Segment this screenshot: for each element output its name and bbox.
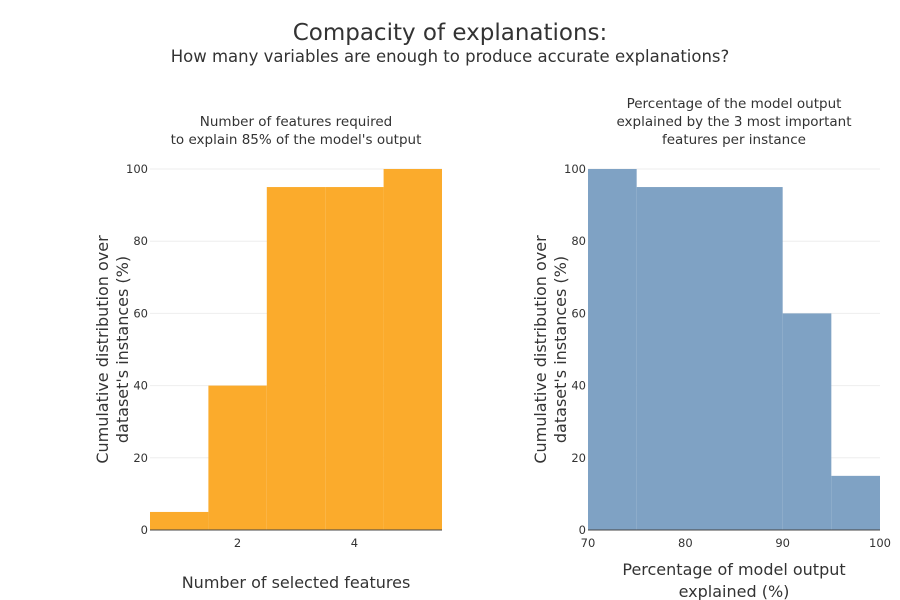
bar — [831, 475, 880, 530]
y-tick-label: 100 — [126, 162, 148, 176]
x-tick-label: 4 — [351, 536, 358, 550]
chart-title-line: to explain 85% of the model's output — [171, 132, 422, 148]
chart-panel-1: 0 20 40 60 80 100 2 4 Number of features require… — [93, 114, 442, 592]
x-axis-title-line: Number of selected features — [182, 573, 411, 592]
y-axis-title: Cumulative distribution overdataset's in… — [531, 235, 570, 464]
chart-title-line: explained by the 3 most important — [616, 114, 851, 130]
y-tick-label: 100 — [564, 162, 586, 176]
bar — [636, 187, 783, 531]
bar — [588, 169, 637, 530]
figure-subtitle: How many variables are enough to produce… — [171, 47, 730, 66]
y-tick-label: 60 — [571, 306, 586, 320]
y-axis-title-line: dataset's instances (%) — [551, 256, 570, 443]
x-tick-label: 80 — [678, 536, 693, 550]
chart-title-line: Percentage of the model output — [627, 96, 842, 112]
bar — [782, 313, 832, 530]
x-tick-label: 100 — [869, 536, 891, 550]
y-tick-label: 40 — [133, 379, 148, 393]
chart-title: Percentage of the model output explained … — [616, 96, 851, 148]
y-tick-label: 60 — [133, 306, 148, 320]
y-tick-label: 20 — [571, 451, 586, 465]
x-axis-title: Number of selected features — [182, 573, 411, 592]
chart-panel-2: 0 20 40 60 80 100 70 80 90 100 Percentage of the m… — [531, 96, 891, 600]
y-tick-label: 80 — [133, 234, 148, 248]
y-tick-label: 0 — [141, 523, 148, 537]
y-tick-label: 80 — [571, 234, 586, 248]
bar — [383, 169, 442, 530]
x-tick-label: 2 — [234, 536, 241, 550]
x-axis-title: Percentage of model output explained (%) — [622, 560, 845, 600]
y-axis-title-line: Cumulative distribution over — [93, 235, 112, 464]
x-tick-label: 90 — [775, 536, 790, 550]
x-axis-title-line: explained (%) — [679, 582, 790, 600]
chart-title-line: features per instance — [662, 132, 806, 148]
y-axis-title-line: Cumulative distribution over — [531, 235, 550, 464]
y-axis-title-line: dataset's instances (%) — [113, 256, 132, 443]
y-tick-label: 0 — [579, 523, 586, 537]
bar — [266, 187, 326, 531]
y-tick-label: 40 — [571, 379, 586, 393]
bar — [325, 187, 384, 531]
y-axis-title: Cumulative distribution overdataset's in… — [93, 235, 132, 464]
x-tick-label: 70 — [581, 536, 596, 550]
bar — [150, 511, 209, 530]
bar — [208, 385, 267, 530]
y-tick-label: 20 — [133, 451, 148, 465]
figure-title: Compacity of explanations: — [293, 20, 608, 46]
chart-title: Number of features required to explain 85… — [171, 114, 422, 148]
x-axis-title-line: Percentage of model output — [622, 560, 845, 579]
chart-title-line: Number of features required — [200, 114, 392, 130]
